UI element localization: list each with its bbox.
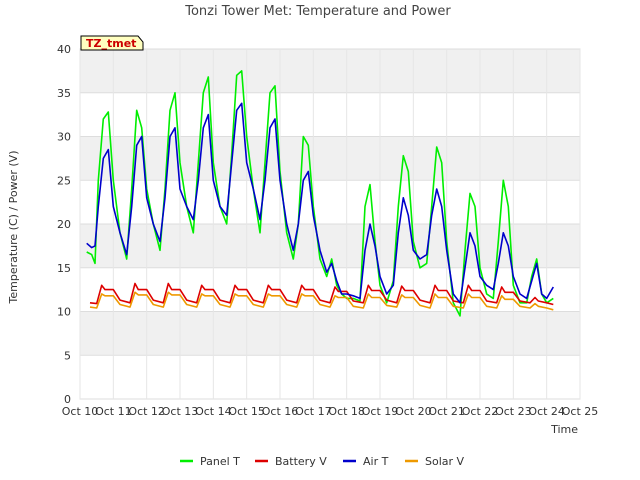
legend: Panel T Battery V Air T Solar V (180, 455, 465, 468)
y-tick-label: 30 (57, 131, 71, 144)
y-axis-label: Temperature (C) / Power (V) (7, 150, 20, 304)
grid-lines (79, 48, 581, 400)
y-tick-label: 10 (57, 306, 71, 319)
series-line-solar-v (89, 291, 554, 311)
legend-label-air-t: Air T (363, 455, 389, 468)
x-tick-label: Oct 17 (295, 405, 332, 418)
y-tick-label: 15 (57, 262, 71, 275)
plot-band (80, 136, 580, 181)
series-layer (86, 70, 554, 317)
y-tick-labels: 0 5 10 15 20 25 30 35 40 (57, 43, 71, 406)
x-tick-label: Oct 23 (495, 405, 532, 418)
y-tick-label: 20 (57, 218, 71, 231)
x-tick-label: Oct 24 (528, 405, 565, 418)
legend-label-battery-v: Battery V (275, 455, 327, 468)
plot-band (80, 311, 580, 356)
x-tick-label: Oct 11 (95, 405, 132, 418)
y-tick-label: 35 (57, 87, 71, 100)
site-tag-label: TZ_tmet (86, 37, 136, 50)
x-tick-label: Oct 16 (262, 405, 299, 418)
plot-band (80, 49, 580, 93)
chart-title: Tonzi Tower Met: Temperature and Power (184, 4, 451, 19)
site-tag: TZ_tmet (80, 35, 144, 51)
x-tick-label: Oct 15 (228, 405, 265, 418)
series-line-air-t (86, 102, 554, 304)
x-tick-label: Oct 18 (328, 405, 365, 418)
x-tick-label: Oct 21 (428, 405, 465, 418)
x-tick-label: Oct 19 (362, 405, 399, 418)
x-tick-label: Oct 14 (195, 405, 232, 418)
x-axis-label: Time (550, 423, 578, 436)
x-tick-label: Oct 22 (462, 405, 499, 418)
x-tick-label: Oct 10 (62, 405, 99, 418)
legend-label-solar-v: Solar V (425, 455, 465, 468)
x-tick-label: Oct 25 (562, 405, 599, 418)
x-tick-label: Oct 13 (162, 405, 199, 418)
site-tag-box (80, 35, 144, 51)
y-tick-label: 0 (64, 393, 71, 406)
x-tick-label: Oct 12 (128, 405, 165, 418)
x-tick-label: Oct 20 (395, 405, 432, 418)
y-tick-label: 5 (64, 349, 71, 362)
series-line-battery-v (89, 282, 554, 306)
legend-label-panel-t: Panel T (200, 455, 240, 468)
y-tick-label: 40 (57, 43, 71, 56)
y-tick-label: 25 (57, 174, 71, 187)
